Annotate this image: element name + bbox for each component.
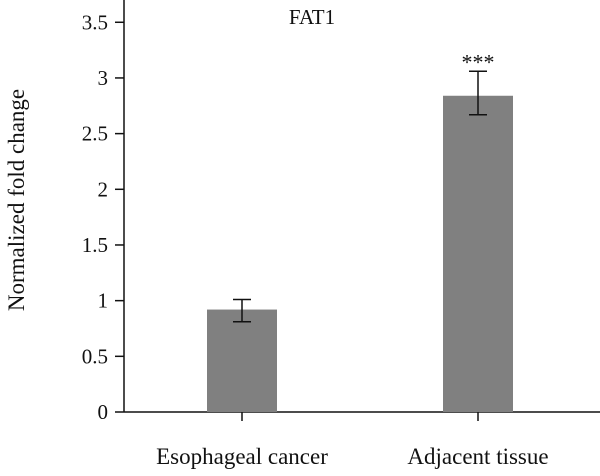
plot-area: 0 0.5 1 1.5 2 2.5 3 3.5 Esophageal cancer Adjacen… [82,0,600,469]
category-label: Adjacent tissue [407,444,548,469]
y-axis-title: Normalized fold change [4,89,29,311]
y-tick-label: 2.5 [82,122,108,146]
y-tick-label: 3 [98,66,109,90]
category-label: Esophageal cancer [156,444,328,469]
y-tick-label: 0 [98,400,109,424]
y-tick-label: 0.5 [82,344,108,368]
chart-title: FAT1 [289,5,335,29]
y-tick-label: 1.5 [82,233,108,257]
bar [443,95,513,413]
y-tick-label: 2 [98,177,109,201]
significance-label: *** [462,49,495,74]
bar [207,309,277,412]
y-tick-label: 3.5 [82,10,108,34]
y-tick-label: 1 [98,289,109,313]
